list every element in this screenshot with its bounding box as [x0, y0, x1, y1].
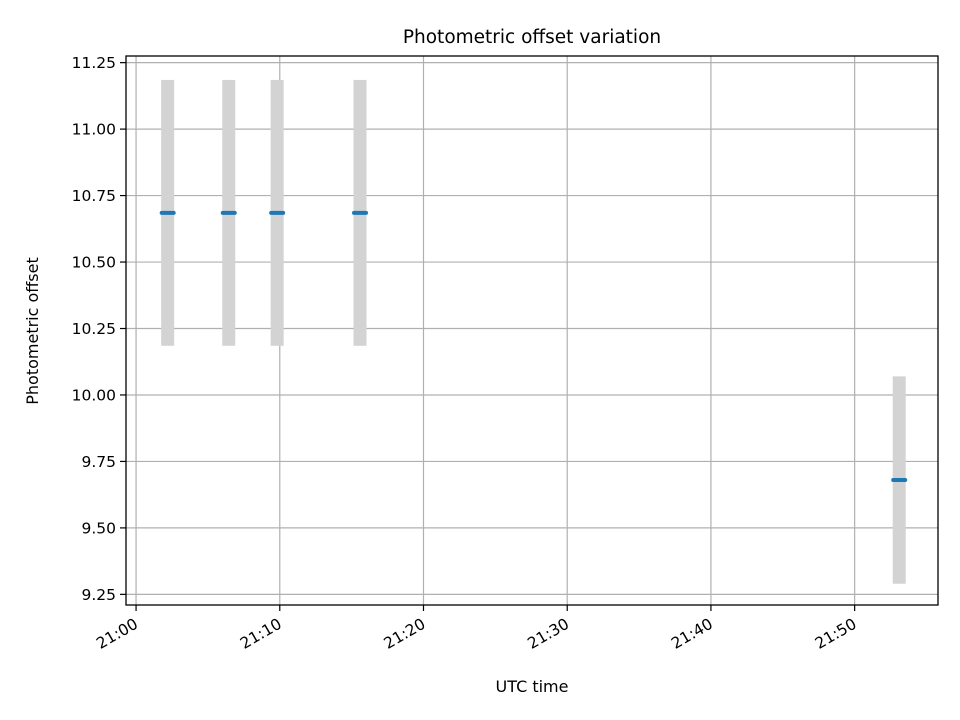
y-tick-label: 10.25 — [72, 320, 116, 338]
grid — [126, 56, 938, 605]
y-axis: 9.25 9.50 9.75 10.00 10.25 10.50 10.75 11.00 11.… — [72, 54, 126, 604]
y-tick-label: 9.75 — [81, 453, 116, 471]
y-tick-label: 10.75 — [72, 187, 116, 205]
y-tick-label: 11.25 — [72, 54, 116, 72]
x-tick-label: 21:00 — [93, 615, 141, 653]
y-tick-label: 10.50 — [72, 254, 116, 272]
y-axis-title: Photometric offset — [23, 257, 42, 405]
chart-title: Photometric offset variation — [403, 27, 661, 48]
x-tick-label: 21:30 — [525, 615, 573, 653]
y-tick-label: 9.50 — [81, 519, 116, 537]
plot-frame — [125, 55, 939, 606]
data-markers — [159, 210, 908, 483]
y-tick-label: 9.25 — [81, 586, 116, 604]
x-axis-title: UTC time — [496, 677, 569, 696]
plot-background — [126, 56, 938, 605]
x-tick-label: 21:50 — [812, 615, 860, 653]
x-axis: 21:00 21:10 21:20 21:30 21:40 21:50 — [93, 605, 860, 653]
y-tick-label: 11.00 — [72, 121, 116, 139]
x-tick-label: 21:10 — [237, 615, 285, 653]
y-tick-label: 10.00 — [72, 386, 116, 404]
x-tick-label: 21:20 — [381, 615, 429, 653]
x-tick-label: 21:40 — [668, 615, 716, 653]
